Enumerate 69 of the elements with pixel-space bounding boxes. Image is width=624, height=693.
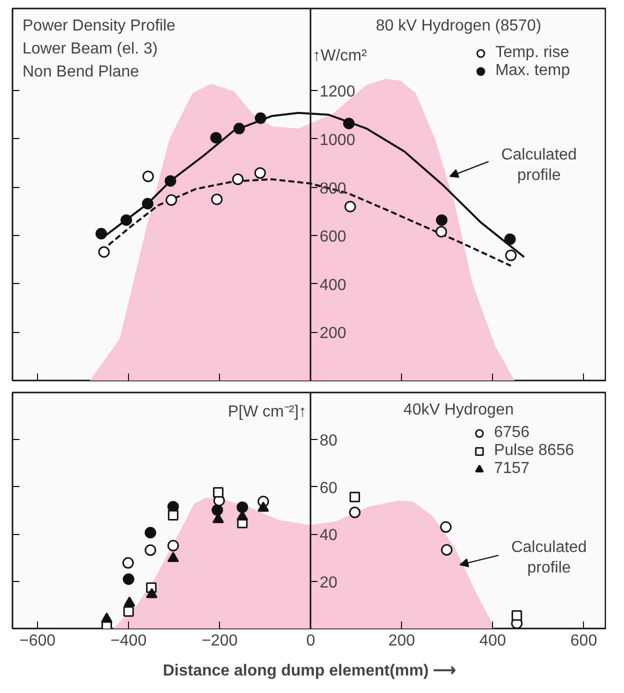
point (96, 228, 108, 240)
x-tick-label: 400 (479, 632, 506, 650)
point (166, 194, 178, 206)
y-tick-label: 60 (320, 480, 338, 497)
point (512, 610, 522, 621)
y-axis-title: ↑W/cm² (312, 48, 368, 64)
annotation: Lower Beam (el. 3) (22, 40, 158, 58)
point (146, 588, 158, 598)
legend-label: Temp. rise (495, 44, 570, 62)
text: 40kV Hydrogen (403, 402, 514, 418)
point (167, 552, 179, 562)
point (344, 200, 356, 212)
y-tick-label: 40 (320, 527, 338, 544)
point (254, 167, 266, 179)
point (236, 501, 248, 513)
point (232, 174, 244, 186)
legend-label: 7157 (494, 460, 530, 478)
point (436, 226, 448, 238)
point (123, 606, 134, 617)
x-tick-label: 600 (570, 632, 598, 650)
point (142, 170, 154, 182)
x-tick-label: −200 (202, 632, 238, 650)
point (211, 194, 223, 206)
y-tick-label: 400 (320, 276, 346, 294)
y-tick-label: 1200 (320, 84, 356, 101)
point (144, 526, 156, 538)
point (120, 214, 132, 226)
point (212, 487, 224, 498)
y-tick-label: 200 (320, 325, 346, 342)
point (436, 214, 448, 226)
x-tick-label: −600 (20, 632, 56, 650)
y-tick-label: 600 (320, 228, 346, 246)
point (504, 233, 516, 245)
point (168, 510, 178, 520)
point (210, 132, 222, 144)
legend-label: Max. temp (495, 62, 570, 80)
point (349, 506, 361, 518)
legend-label: Pulse 8656 (494, 442, 574, 460)
point (142, 198, 154, 210)
point (233, 122, 245, 134)
y-tick-label: 80 (320, 432, 338, 450)
point (100, 612, 112, 623)
point (167, 540, 179, 552)
legend-label: 6756 (494, 424, 530, 442)
text: 80 kV Hydrogen (8570) (376, 18, 542, 34)
annotation: Calculated profile (511, 539, 587, 576)
point (440, 521, 452, 533)
point (124, 596, 136, 607)
point (440, 544, 452, 556)
point (254, 112, 266, 124)
x-axis-title: Distance along dump element(mm) ⟶ (162, 662, 456, 680)
point (258, 502, 270, 512)
point (505, 250, 517, 262)
annotation: Calculated profile (501, 146, 577, 184)
point (350, 492, 360, 502)
x-tick-label: −400 (110, 632, 147, 650)
point (343, 118, 355, 130)
y-axis-title: P[W cm⁻²]↑ (228, 404, 307, 420)
x-tick-label: 0 (306, 632, 316, 650)
y-tick-label: 20 (320, 574, 338, 592)
point (98, 246, 110, 258)
x-tick-label: 200 (388, 632, 416, 650)
point (164, 175, 176, 187)
point (122, 557, 134, 569)
annotation: Power Density Profile (22, 18, 176, 34)
annotation: Non Bend Plane (22, 64, 140, 80)
point (122, 573, 134, 585)
point (144, 544, 156, 556)
y-tick-label: 1000 (320, 132, 356, 149)
